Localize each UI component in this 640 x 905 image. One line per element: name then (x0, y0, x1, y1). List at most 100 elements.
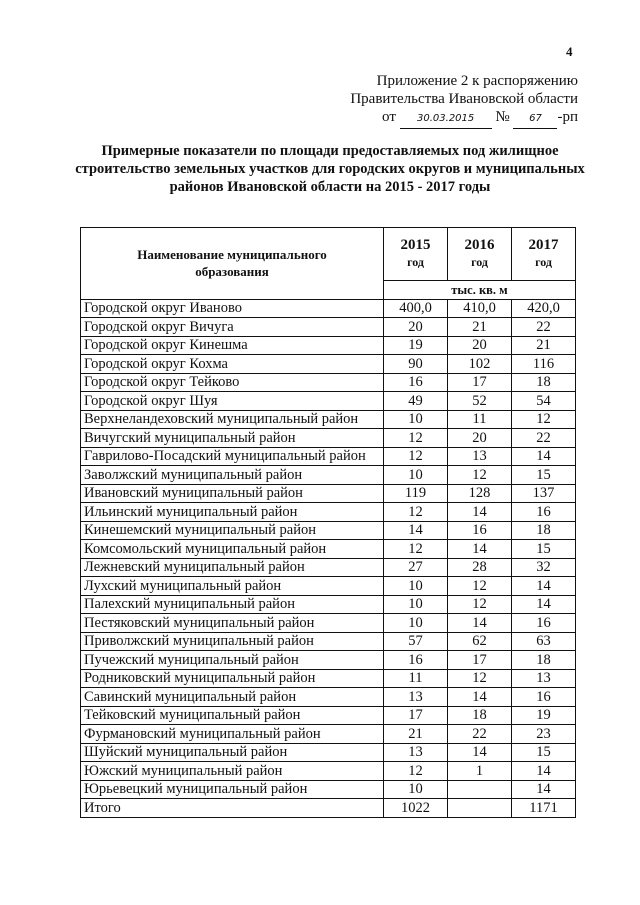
row-name: Фурмановский муниципальный район (80, 724, 384, 744)
row-value: 52 (447, 391, 512, 411)
row-name: Верхнеландеховский муниципальный район (80, 409, 384, 429)
row-value: 11 (383, 668, 448, 688)
row-value: 10 (383, 576, 448, 596)
row-value: 21 (511, 335, 576, 355)
row-name: Городской округ Шуя (80, 391, 384, 411)
row-value: 18 (511, 372, 576, 392)
row-value: 12 (383, 446, 448, 466)
row-value: 14 (511, 594, 576, 614)
row-value: 12 (447, 465, 512, 485)
number-label: № (495, 109, 510, 125)
row-value: 19 (383, 335, 448, 355)
table-row: Ивановский муниципальный район 119 128 137 (80, 483, 576, 503)
row-name: Городской округ Иваново (80, 298, 384, 318)
row-name: Ивановский муниципальный район (80, 483, 384, 503)
row-value: 14 (511, 576, 576, 596)
row-value: 18 (447, 705, 512, 725)
row-value: 18 (511, 650, 576, 670)
table-row: Городской округ Вичуга 20 21 22 (80, 317, 576, 337)
row-value: 116 (511, 354, 576, 374)
row-name: Городской округ Кохма (80, 354, 384, 374)
row-name: Лежневский муниципальный район (80, 557, 384, 577)
row-value: 12 (511, 409, 576, 429)
row-name: Пестяковский муниципальный район (80, 613, 384, 633)
row-value: 12 (383, 428, 448, 448)
row-value: 22 (511, 428, 576, 448)
handwritten-number: 67 (513, 110, 558, 129)
table-row: Приволжский муниципальный район 57 62 63 (80, 631, 576, 651)
table-row: Пестяковский муниципальный район 10 14 16 (80, 613, 576, 633)
row-name: Итого (80, 798, 384, 818)
row-value: 22 (511, 317, 576, 337)
page-number: 4 (566, 44, 573, 59)
row-name: Заволжский муниципальный район (80, 465, 384, 485)
row-value: 12 (447, 668, 512, 688)
data-table: Наименование муниципального образования … (80, 227, 576, 818)
year-header: 2016 год (447, 227, 512, 281)
row-value: 20 (383, 317, 448, 337)
row-value: 10 (383, 594, 448, 614)
row-value: 16 (383, 372, 448, 392)
document-title: Примерные показатели по площади предоста… (75, 143, 585, 195)
row-value: 57 (383, 631, 448, 651)
row-value: 16 (447, 520, 512, 540)
row-name: Пучежский муниципальный район (80, 650, 384, 670)
table-row: Заволжский муниципальный район 10 12 15 (80, 465, 576, 485)
row-value: 102 (447, 354, 512, 374)
table-row: Комсомольский муниципальный район 12 14 15 (80, 539, 576, 559)
table-row: Вичугский муниципальный район 12 20 22 (80, 428, 576, 448)
row-name: Городской округ Кинешма (80, 335, 384, 355)
row-value: 21 (383, 724, 448, 744)
row-value: 10 (383, 613, 448, 633)
row-value: 16 (511, 502, 576, 522)
row-value: 14 (511, 446, 576, 466)
handwritten-date: 30.03.2015 (399, 110, 492, 129)
row-value: 17 (447, 372, 512, 392)
appendix-header: Приложение 2 к распоряжению Правительств… (350, 72, 578, 129)
table-row: Кинешемский муниципальный район 14 16 18 (80, 520, 576, 540)
row-value: 12 (383, 761, 448, 781)
row-value: 14 (383, 520, 448, 540)
year-header: 2017 год (511, 227, 576, 281)
row-value: 1171 (511, 798, 576, 818)
table-row: Гаврилово-Посадский муниципальный район 1… (80, 446, 576, 466)
table-row: Юрьевецкий муниципальный район 10 14 (80, 779, 576, 799)
row-name: Палехский муниципальный район (80, 594, 384, 614)
row-name: Родниковский муниципальный район (80, 668, 384, 688)
row-value: 137 (511, 483, 576, 503)
year-header: 2015 год (383, 227, 448, 281)
table-row: Городской округ Кинешма 19 20 21 (80, 335, 576, 355)
row-value: 13 (383, 687, 448, 707)
table-row: Ильинский муниципальный район 12 14 16 (80, 502, 576, 522)
row-value: 90 (383, 354, 448, 374)
row-value: 20 (447, 335, 512, 355)
row-name: Шуйский муниципальный район (80, 742, 384, 762)
table-row: Лухский муниципальный район 10 12 14 (80, 576, 576, 596)
row-value: 14 (511, 779, 576, 799)
row-value: 27 (383, 557, 448, 577)
row-value: 10 (383, 779, 448, 799)
row-name: Городской округ Тейково (80, 372, 384, 392)
row-value: 23 (511, 724, 576, 744)
row-value: 14 (447, 539, 512, 559)
appendix-line2: Правительства Ивановской области (350, 91, 578, 107)
row-value (447, 779, 512, 799)
row-value: 63 (511, 631, 576, 651)
row-value: 16 (511, 613, 576, 633)
row-value: 19 (511, 705, 576, 725)
row-name: Лухский муниципальный район (80, 576, 384, 596)
table-row: Шуйский муниципальный район 13 14 15 (80, 742, 576, 762)
row-value: 32 (511, 557, 576, 577)
row-value: 15 (511, 465, 576, 485)
row-value: 15 (511, 742, 576, 762)
row-value: 12 (447, 594, 512, 614)
row-name: Ильинский муниципальный район (80, 502, 384, 522)
name-header: Наименование муниципального образования (80, 227, 384, 300)
row-name: Гаврилово-Посадский муниципальный район (80, 446, 384, 466)
row-value: 54 (511, 391, 576, 411)
row-value: 12 (383, 539, 448, 559)
row-value: 22 (447, 724, 512, 744)
table-row: Итого 1022 1171 (80, 798, 576, 818)
row-value: 420,0 (511, 298, 576, 318)
